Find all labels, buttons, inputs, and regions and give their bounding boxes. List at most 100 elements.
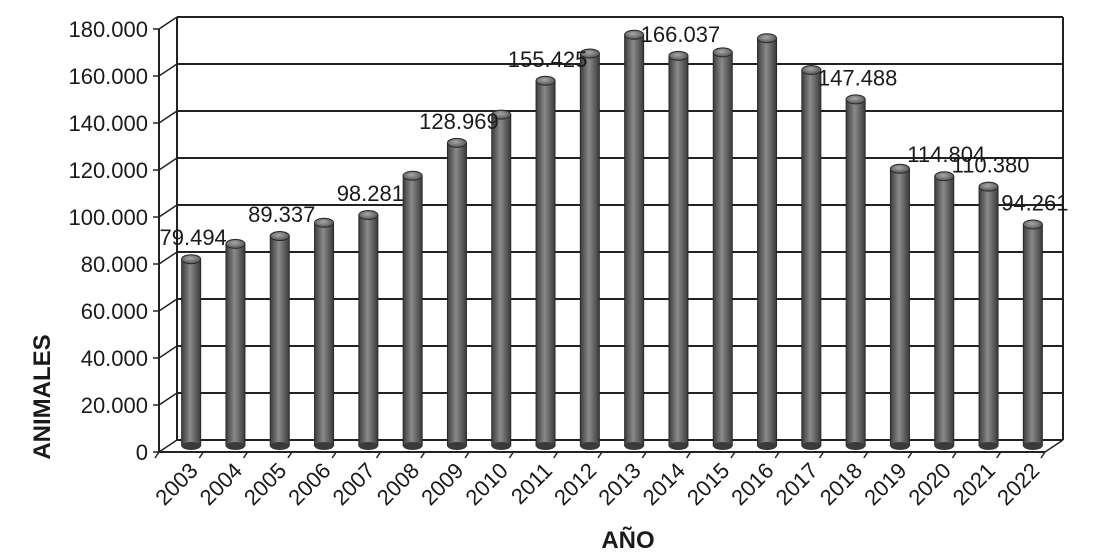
x-tick-mark [287, 451, 293, 459]
bar [934, 171, 955, 450]
bar [269, 231, 290, 450]
bar-body [889, 168, 910, 447]
bar-body [845, 98, 866, 447]
bar [624, 29, 645, 450]
bar-body [535, 80, 556, 447]
x-tick-mark [198, 451, 204, 459]
bar-cap [712, 47, 733, 58]
x-tick-label: 2006 [283, 458, 335, 510]
bar-cap [402, 170, 423, 181]
side-wall-line [158, 204, 178, 218]
bar-cap [181, 254, 202, 265]
axes [153, 28, 1064, 459]
bar-body [668, 55, 689, 447]
data-label: 166.037 [641, 22, 721, 47]
bar [446, 137, 467, 450]
x-tick-mark [242, 451, 249, 459]
data-label: 147.488 [818, 65, 898, 90]
x-tick-mark [375, 451, 382, 459]
x-tick-mark [730, 451, 736, 459]
bar [579, 48, 600, 450]
bar-base [934, 442, 954, 450]
side-wall-line [158, 16, 178, 30]
bar-body [491, 114, 512, 447]
data-label: 79.494 [160, 225, 227, 250]
bar-cap [668, 50, 689, 61]
bar [314, 217, 335, 450]
bar-body [402, 175, 423, 447]
data-label: 128.969 [419, 109, 499, 134]
y-tick-label: 80.000 [81, 252, 148, 277]
data-label: 89.337 [248, 202, 315, 227]
x-tick-label: 2003 [150, 458, 202, 510]
bar [889, 163, 910, 450]
bar-cap [314, 217, 335, 228]
bar-cap [845, 94, 866, 105]
bar-body [446, 142, 467, 447]
x-tick-mark [996, 451, 1002, 459]
bar-base [580, 442, 600, 450]
bar [491, 109, 512, 450]
x-tick-mark [641, 451, 647, 459]
floor-right-edge [1044, 439, 1064, 453]
x-tick-mark [774, 451, 780, 459]
y-tick-labels: 0 20.000 40.000 60.000 80.000 100.000 120.000 1… [68, 17, 148, 465]
bar-base [403, 442, 423, 450]
x-tick-mark [331, 451, 337, 459]
x-tick-label: 2018 [815, 458, 867, 510]
x-tick-label: 2013 [593, 458, 645, 510]
x-tick-labels: 2003200420052006200720082009201020112012… [150, 458, 1044, 510]
bar-cap [624, 29, 645, 40]
y-tick-label: 60.000 [81, 299, 148, 324]
bar-cap [225, 238, 246, 249]
x-tick-label: 2012 [549, 458, 601, 510]
bar-body [712, 51, 733, 447]
x-tick-mark [464, 451, 470, 459]
x-tick-mark [553, 451, 559, 459]
x-tick-label: 2014 [638, 458, 690, 510]
y-tick-label: 120.000 [68, 158, 148, 183]
x-tick-mark [420, 451, 426, 459]
bar-base [890, 442, 910, 450]
x-tick-label: 2007 [328, 458, 380, 510]
bar-cap [579, 48, 600, 59]
side-wall-line [158, 251, 178, 265]
bar-cap [358, 210, 379, 221]
bar [535, 75, 556, 450]
bar [402, 170, 423, 450]
bar-body [314, 222, 335, 447]
side-wall-line [158, 345, 178, 359]
bar-base [757, 442, 777, 450]
bar-base [270, 442, 290, 450]
side-wall-line [158, 298, 178, 312]
bar [978, 181, 999, 450]
bar-base [846, 442, 866, 450]
bar-cap [801, 65, 822, 75]
bar-base [491, 442, 511, 450]
bar-cap [446, 137, 467, 148]
bar-body [225, 243, 246, 447]
data-label: 94.261 [1001, 190, 1068, 215]
x-tick-label: 2019 [859, 458, 911, 510]
bar-base [225, 442, 245, 450]
bar-base [1023, 442, 1043, 450]
bar-base [314, 442, 334, 450]
x-axis-title: AÑO [601, 526, 654, 554]
x-tick-label: 2017 [771, 458, 823, 510]
side-wall-line [158, 63, 178, 77]
bar-base [358, 442, 378, 450]
data-label: 98.281 [337, 181, 404, 206]
x-tick-label: 2009 [416, 458, 468, 510]
y-tick-label: 40.000 [81, 346, 148, 371]
bar-cap [757, 33, 778, 44]
x-tick-mark [863, 451, 869, 459]
x-tick-label: 2005 [239, 458, 291, 510]
bar-body [358, 214, 379, 447]
bar [1022, 219, 1043, 450]
bar-base [447, 442, 467, 450]
x-tick-label: 2010 [460, 458, 512, 510]
bars [181, 29, 1043, 450]
bar-base [536, 442, 556, 450]
x-tick-mark [154, 451, 160, 459]
bar-body [934, 175, 955, 447]
